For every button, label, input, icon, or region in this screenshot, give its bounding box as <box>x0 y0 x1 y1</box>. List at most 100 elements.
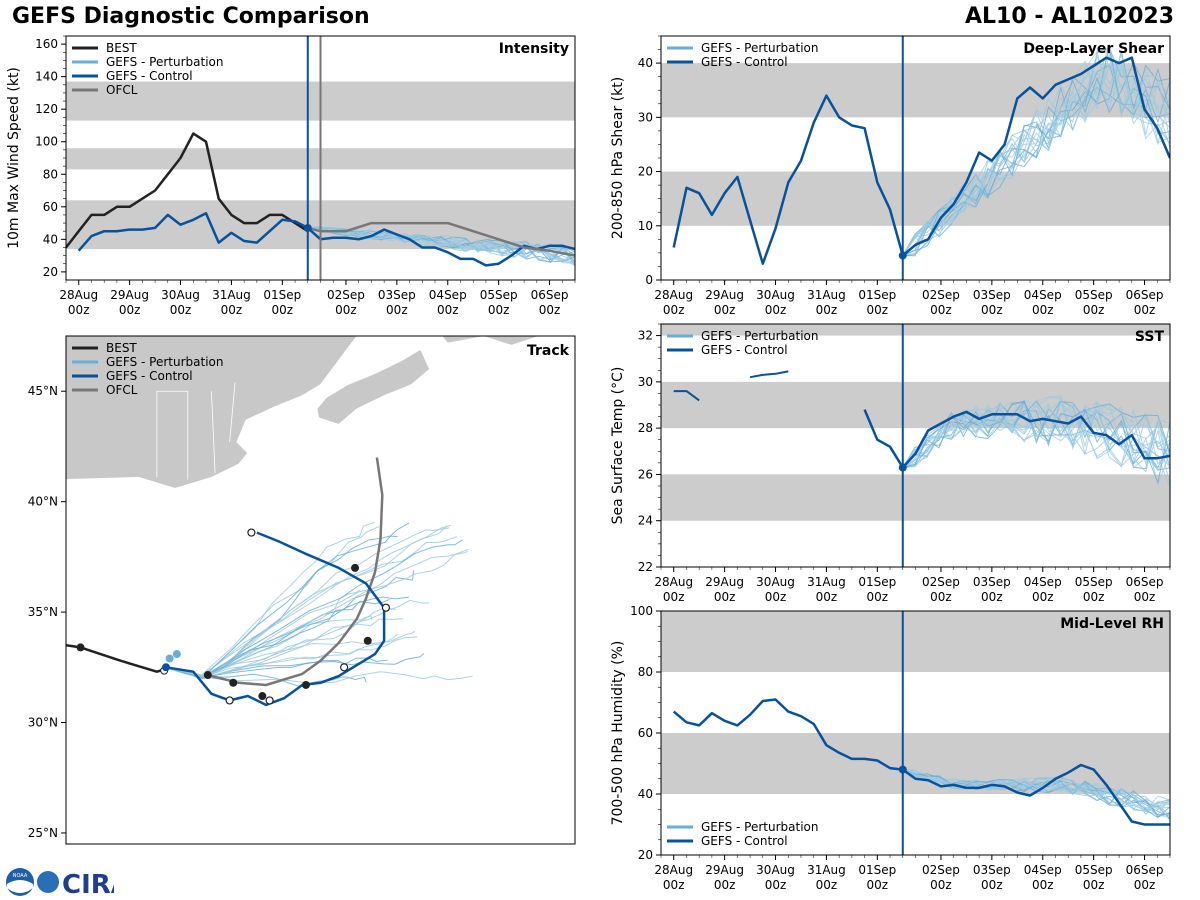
rh-xtick-label: 28Aug <box>654 863 693 877</box>
rh-band <box>661 611 1170 672</box>
intensity-chart: 2040608010012014016028Aug00z29Aug00z30Au… <box>6 35 576 317</box>
shear-xtick-label: 00z <box>1032 303 1054 317</box>
intensity-xtick-label: 31Aug <box>212 288 251 302</box>
sst-ytick-label: 22 <box>638 560 653 574</box>
shear-perturbation-line <box>902 52 1170 256</box>
intensity-xtick-label: 06Sep <box>531 288 569 302</box>
state-border <box>211 391 216 473</box>
sst-init-marker <box>898 463 907 472</box>
rh-gefs-control-line <box>672 698 1170 826</box>
land-nova-scotia <box>316 348 431 425</box>
track-legend-label: BEST <box>106 341 137 355</box>
track-legend-label: OFCL <box>106 383 138 397</box>
track-filled-point <box>258 692 267 701</box>
rh-xtick-label: 00z <box>1032 878 1054 892</box>
rh-xtick-label: 00z <box>981 878 1003 892</box>
rh-xtick-label: 29Aug <box>705 863 744 877</box>
shear-perturbation-line <box>902 43 1170 256</box>
shear-xtick-label: 00z <box>1083 303 1105 317</box>
rh-perturbation-line <box>902 769 1170 809</box>
track-frame <box>65 335 576 845</box>
sst-title: SST <box>1135 329 1165 345</box>
track-plot-area <box>66 336 557 707</box>
shear-init-marker <box>898 251 907 260</box>
shear-band <box>661 171 1170 226</box>
track-filled-point <box>351 563 360 572</box>
sst-ytick-label: 26 <box>638 467 653 481</box>
track-filled-point <box>363 636 372 645</box>
shear-perturbation-line <box>902 51 1170 256</box>
sst-legend-label: GEFS - Perturbation <box>701 329 818 343</box>
shear-xtick-label: 00z <box>1134 303 1156 317</box>
shear-xtick-label: 00z <box>930 303 952 317</box>
sst-xtick-label: 00z <box>714 590 736 604</box>
rh-xtick-label: 00z <box>930 878 952 892</box>
sst-perturbation-line <box>902 399 1170 468</box>
track-perturbation-line <box>165 551 469 679</box>
intensity-xtick-label: 00z <box>272 303 294 317</box>
rh-xtick-label: 30Aug <box>756 863 795 877</box>
intensity-gefs-control-line <box>77 212 575 267</box>
shear-xtick-label: 01Sep <box>858 288 896 302</box>
shear-xtick-label: 03Sep <box>973 288 1011 302</box>
track-perturbation-line <box>165 633 398 678</box>
shear-xtick-label: 04Sep <box>1024 288 1062 302</box>
rh-init-marker <box>898 765 907 774</box>
shear-plot-area <box>661 36 1170 280</box>
sst-xtick-label: 00z <box>1032 590 1054 604</box>
sst-xtick-label: 01Sep <box>858 575 896 589</box>
shear-xtick-label: 00z <box>816 303 838 317</box>
rh-xtick-label: 00z <box>663 878 685 892</box>
sst-xtick-label: 00z <box>1083 590 1105 604</box>
track-filled-point <box>203 671 212 680</box>
track-hollow-point <box>340 663 349 672</box>
track-ytick-label: 40°N <box>28 495 58 509</box>
track-hollow-point <box>381 603 391 612</box>
shear-xtick-label: 30Aug <box>756 288 795 302</box>
sst-gefs-control-seg2-line <box>749 370 789 379</box>
storm-id: AL10 - AL102023 <box>965 4 1174 29</box>
sst-perturbation-line <box>902 401 1170 486</box>
intensity-ytick-label: 140 <box>35 70 58 84</box>
sst-perturbation-line <box>902 401 1170 485</box>
rh-ytick-label: 20 <box>638 848 653 862</box>
track-title: Track <box>527 343 570 359</box>
rh-xtick-label: 01Sep <box>858 863 896 877</box>
rh-perturbation-line <box>902 769 1170 816</box>
shear-xtick-label: 02Sep <box>922 288 960 302</box>
page-title: GEFS Diagnostic Comparison <box>12 4 370 29</box>
state-border <box>229 382 236 443</box>
rh-xtick-label: 05Sep <box>1075 863 1113 877</box>
sst-gefs-control-seg1-line <box>673 390 700 402</box>
sst-perturbation-line <box>902 400 1170 468</box>
sst-xtick-label: 06Sep <box>1126 575 1164 589</box>
intensity-ytick-label: 60 <box>43 200 58 214</box>
track-ofcl-line <box>211 457 384 687</box>
intensity-xtick-label: 04Sep <box>429 288 467 302</box>
intensity-xtick-label: 28Aug <box>59 288 98 302</box>
rh-xtick-label: 00z <box>816 878 838 892</box>
shear-xtick-label: 31Aug <box>807 288 846 302</box>
sst-xtick-label: 00z <box>981 590 1003 604</box>
land-newfoundland <box>442 336 557 345</box>
track-best-line <box>66 643 165 673</box>
sst-xtick-label: 00z <box>765 590 787 604</box>
shear-xtick-label: 00z <box>714 303 736 317</box>
shear-perturbation-line <box>902 55 1170 256</box>
intensity-xtick-label: 00z <box>386 303 408 317</box>
track-pert-point <box>165 654 174 663</box>
sst-xtick-label: 04Sep <box>1024 575 1062 589</box>
rh-xtick-label: 06Sep <box>1126 863 1164 877</box>
intensity-best-line <box>66 132 309 249</box>
rh-ylabel: 700-500 hPa Humidity (%) <box>610 641 626 826</box>
sst-xtick-label: 05Sep <box>1075 575 1113 589</box>
intensity-legend-label: OFCL <box>106 83 138 97</box>
intensity-legend-label: BEST <box>106 41 137 55</box>
shear-ytick-label: 20 <box>638 165 653 179</box>
intensity-legend-label: GEFS - Control <box>106 69 193 83</box>
shear-xtick-label: 05Sep <box>1075 288 1113 302</box>
shear-ytick-label: 0 <box>645 273 653 287</box>
state-border <box>156 390 188 478</box>
rh-plot-area <box>661 611 1170 855</box>
